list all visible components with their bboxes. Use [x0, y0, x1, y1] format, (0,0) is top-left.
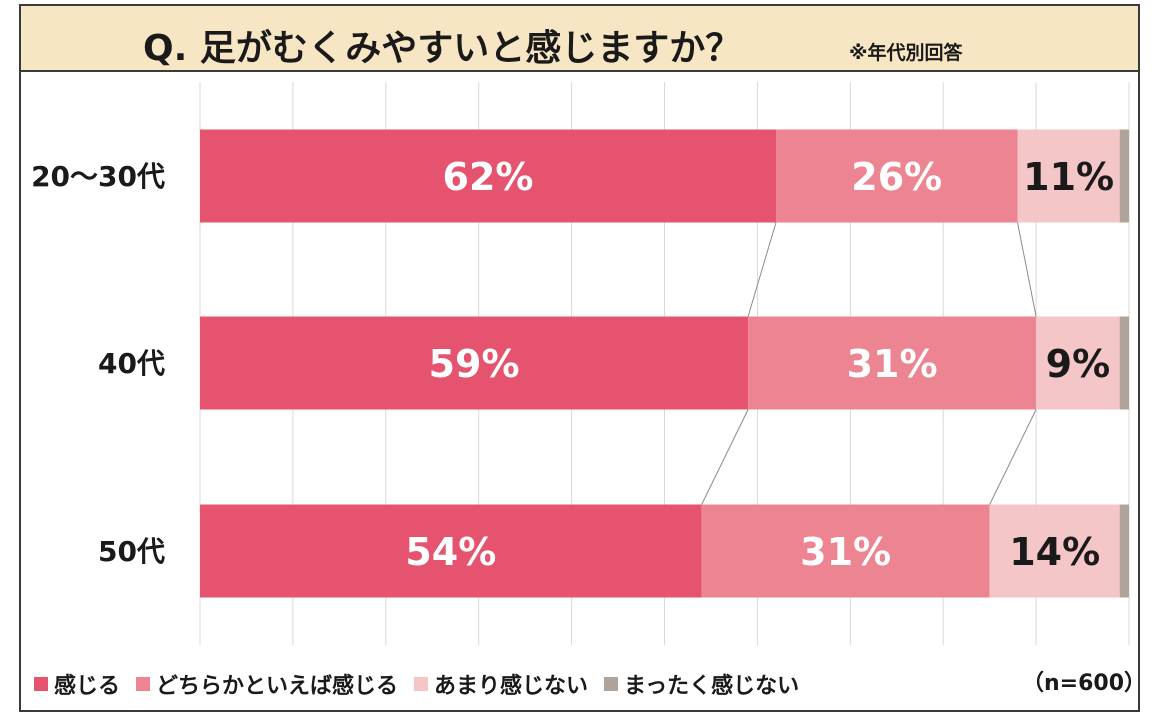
data-label: 31% [800, 530, 891, 574]
series-connector-line [1017, 222, 1037, 317]
legend-item: どちらかといえば感じる [136, 668, 398, 700]
data-label: 62% [443, 155, 534, 199]
bar-segment [1017, 129, 1120, 223]
bar-segment [775, 129, 1018, 223]
legend-item: まったく感じない [604, 668, 799, 700]
bar-segment [989, 504, 1120, 598]
legend-label: まったく感じない [624, 674, 800, 699]
bar-segment [200, 316, 749, 410]
bar-segment [200, 504, 702, 598]
series-connector-line [989, 409, 1037, 505]
category-label: 20～30代 [31, 160, 165, 193]
sample-size-note: （n=600） [1022, 671, 1147, 696]
series-connector-line [701, 409, 749, 505]
bar-segment [200, 129, 776, 223]
data-label: 59% [429, 342, 520, 386]
legend-label: あまり感じない [434, 674, 589, 699]
data-label: 54% [405, 530, 496, 574]
title-bar: Q. 足がむくみやすいと感じますか？ ※年代別回答 [21, 6, 1138, 72]
title-note: ※年代別回答 [849, 42, 963, 64]
bar-segment [1119, 504, 1129, 598]
legend-swatch [604, 677, 619, 691]
category-label: 40代 [98, 347, 165, 380]
bar-segment [701, 504, 990, 598]
bar-segment [1119, 129, 1129, 223]
legend: 感じる どちらかといえば感じる あまり感じない まったく感じない [34, 668, 815, 700]
data-label: 11% [1023, 155, 1114, 199]
legend-item: あまり感じない [414, 668, 588, 700]
chart-title: Q. 足がむくみやすいと感じますか？ [143, 28, 742, 69]
legend-swatch [34, 677, 48, 691]
data-label: 31% [847, 342, 938, 386]
legend-item: 感じる [34, 668, 120, 700]
legend-swatch [414, 677, 429, 691]
data-label: 9% [1046, 342, 1111, 386]
bar-segment [1119, 316, 1129, 410]
data-label: 14% [1009, 530, 1100, 574]
data-label: 26% [851, 155, 942, 199]
bar-segment [748, 316, 1037, 410]
bar-segment [1036, 316, 1120, 410]
legend-label: 感じる [54, 674, 121, 699]
category-label: 50代 [98, 535, 165, 568]
legend-swatch [136, 677, 151, 691]
series-connector-line [747, 222, 777, 317]
legend-label: どちらかといえば感じる [156, 674, 399, 699]
